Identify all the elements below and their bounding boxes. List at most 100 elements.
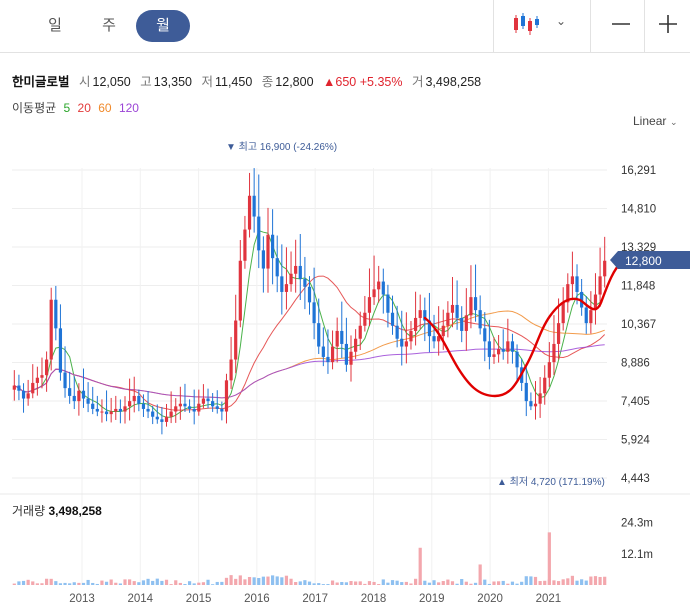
volume-bar bbox=[455, 583, 459, 585]
candle-body bbox=[381, 281, 385, 295]
candle-body bbox=[409, 330, 413, 342]
volume-bar bbox=[224, 577, 229, 585]
candle-body bbox=[575, 276, 579, 292]
x-tick-label: 2015 bbox=[186, 593, 212, 605]
volume-bar bbox=[243, 579, 247, 585]
open-value: 12,050 bbox=[92, 75, 131, 89]
candle-body bbox=[128, 401, 132, 407]
candle-body bbox=[192, 408, 196, 412]
candle-body bbox=[12, 385, 16, 390]
candle-body bbox=[178, 403, 182, 407]
candle-body bbox=[543, 377, 547, 394]
volume-bar bbox=[294, 582, 298, 585]
candle-body bbox=[187, 406, 192, 409]
zoom-out-icon[interactable] bbox=[611, 14, 631, 34]
volume-bar bbox=[330, 580, 335, 585]
price-summary: 한미글로벌 시 12,050 고 13,350 저 11,450 종 12,800 ▲6… bbox=[12, 71, 487, 90]
tab-daily[interactable]: 일 bbox=[48, 17, 62, 34]
volume-bar bbox=[146, 578, 150, 585]
ma-5-label[interactable]: 5 bbox=[63, 101, 71, 115]
candle-body bbox=[303, 278, 307, 287]
tab-monthly[interactable]: 월 bbox=[136, 10, 190, 42]
min-price-annotation: ▲ 최저 4,720 (171.19%) bbox=[497, 476, 605, 488]
candle-body bbox=[197, 403, 201, 412]
candle-body bbox=[206, 398, 210, 402]
open-label: 시 bbox=[79, 75, 91, 89]
candle-body bbox=[497, 349, 501, 355]
candle-body bbox=[478, 310, 482, 329]
volume-bar bbox=[446, 579, 450, 585]
volume-bar bbox=[174, 580, 178, 585]
candle-body bbox=[174, 406, 178, 412]
ma-20-label[interactable]: 20 bbox=[77, 101, 91, 115]
volume-bar bbox=[63, 582, 67, 585]
candle-body bbox=[400, 338, 404, 347]
volume-bar bbox=[261, 576, 265, 585]
candlestick-type-icon[interactable] bbox=[512, 12, 540, 36]
ma-60-label[interactable]: 60 bbox=[98, 101, 112, 115]
chart-toolbar: 일 주 월 ⌄ bbox=[0, 0, 690, 53]
candle-body bbox=[252, 195, 256, 217]
volume-bar bbox=[215, 581, 219, 585]
volume-bar bbox=[580, 579, 584, 585]
candle-body bbox=[100, 411, 104, 413]
chevron-down-icon[interactable]: ⌄ bbox=[556, 14, 567, 28]
volume-bar bbox=[441, 581, 445, 585]
candle-body bbox=[450, 304, 455, 313]
candle-body bbox=[146, 408, 150, 412]
volume-bar bbox=[413, 578, 418, 585]
volume-bar bbox=[40, 583, 44, 585]
volume-bar bbox=[266, 576, 270, 585]
chevron-down-icon[interactable]: ⌄ bbox=[670, 117, 678, 127]
candle-body bbox=[289, 273, 293, 285]
candle-body bbox=[95, 408, 99, 412]
candle-body bbox=[257, 216, 261, 251]
volume-bar bbox=[220, 581, 224, 585]
volume-tick-label: 12.1m bbox=[621, 549, 653, 561]
ma-120-label[interactable]: 120 bbox=[118, 101, 139, 115]
volume-value: 3,498,258 bbox=[425, 75, 482, 89]
volume-bar bbox=[21, 580, 26, 585]
y-tick-label: 14,810 bbox=[621, 204, 656, 216]
volume-bar bbox=[584, 580, 588, 585]
volume-bar bbox=[238, 575, 242, 585]
volume-bar bbox=[289, 578, 293, 585]
candle-body bbox=[603, 260, 607, 277]
candle-body bbox=[570, 276, 575, 285]
scale-selector[interactable]: Linear bbox=[633, 114, 667, 128]
volume-bar bbox=[298, 581, 302, 585]
volume-bar bbox=[603, 576, 607, 585]
volume-bar bbox=[109, 579, 113, 585]
candle-body bbox=[427, 320, 432, 337]
volume-bar bbox=[492, 581, 496, 585]
volume-bar bbox=[151, 580, 155, 585]
candle-body bbox=[91, 403, 95, 409]
volume-bar bbox=[418, 547, 422, 585]
volume-bar bbox=[114, 582, 118, 585]
candle-body bbox=[183, 403, 187, 407]
volume-bar bbox=[31, 581, 35, 585]
candle-body bbox=[437, 336, 441, 342]
candle-body bbox=[469, 297, 473, 316]
volume-bar bbox=[340, 581, 344, 585]
tab-weekly[interactable]: 주 bbox=[102, 17, 116, 34]
high-value: 13,350 bbox=[153, 75, 192, 89]
zoom-in-icon[interactable] bbox=[658, 14, 678, 34]
candle-body bbox=[109, 411, 113, 415]
volume-panel-label: 거래량 bbox=[12, 504, 46, 518]
candle-body bbox=[58, 328, 63, 373]
volume-panel-value: 3,498,258 bbox=[48, 504, 102, 518]
volume-bar bbox=[464, 581, 468, 585]
volume-bar bbox=[54, 581, 58, 585]
volume-bar bbox=[460, 579, 464, 585]
candle-body bbox=[17, 385, 21, 391]
candle-body bbox=[40, 375, 44, 378]
candle-body bbox=[515, 351, 519, 368]
low-value: 11,450 bbox=[214, 75, 253, 89]
high-label: 고 bbox=[140, 75, 152, 89]
candle-body bbox=[363, 312, 367, 326]
candle-body bbox=[86, 398, 90, 404]
volume-bars bbox=[12, 532, 607, 585]
candle-body bbox=[49, 299, 53, 360]
